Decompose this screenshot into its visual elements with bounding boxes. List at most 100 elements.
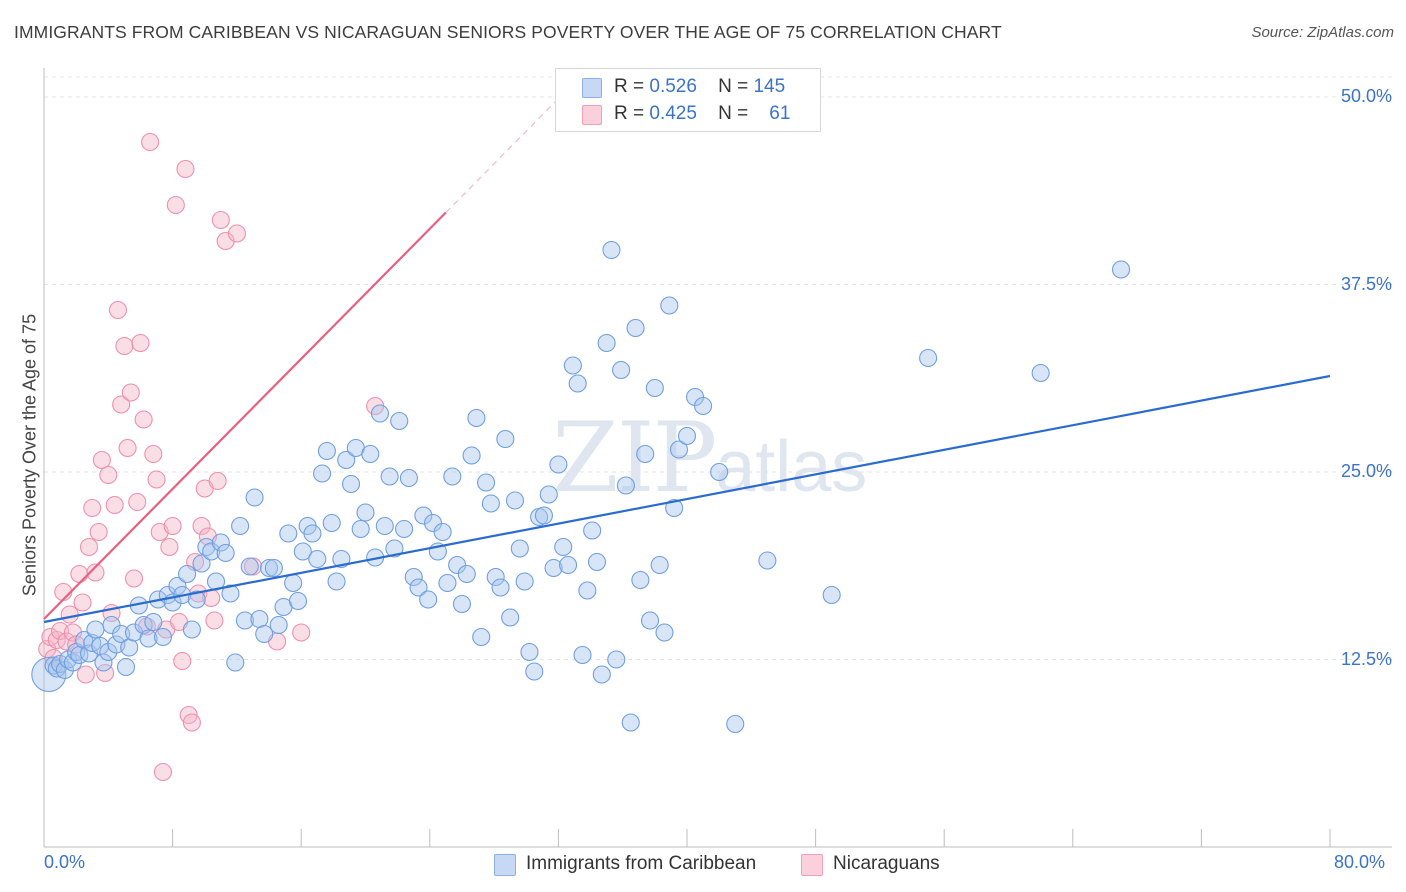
nicaraguan-point bbox=[176, 159, 195, 179]
nicaraguan-point bbox=[166, 195, 185, 215]
caribbean-points bbox=[31, 240, 1131, 734]
chart-title: IMMIGRANTS FROM CARIBBEAN VS NICARAGUAN … bbox=[14, 22, 1002, 42]
caribbean-point bbox=[168, 576, 187, 596]
caribbean-point bbox=[269, 615, 288, 635]
nicaraguan-point bbox=[105, 495, 124, 515]
nicaraguan-point bbox=[131, 333, 150, 353]
caribbean-point bbox=[288, 591, 308, 611]
caribbean-point bbox=[636, 444, 655, 464]
nicaraguan-point bbox=[86, 563, 105, 582]
caribbean-point bbox=[356, 503, 375, 522]
nicaraguan-point bbox=[227, 224, 246, 243]
nicaraguan-point bbox=[205, 611, 224, 630]
caribbean-point bbox=[370, 404, 390, 423]
axes bbox=[43, 68, 1392, 848]
caribbean-point bbox=[284, 573, 303, 593]
y-axis-label: Seniors Poverty Over the Age of 75 bbox=[19, 313, 40, 597]
nicaraguan-point bbox=[108, 300, 127, 320]
caribbean-point bbox=[250, 609, 269, 629]
caribbean-point bbox=[317, 441, 336, 461]
caribbean-point bbox=[313, 464, 332, 483]
caribbean-point bbox=[563, 356, 582, 375]
caribbean-point bbox=[568, 374, 587, 393]
caribbean-point bbox=[351, 519, 370, 539]
nicaraguan-point bbox=[192, 516, 211, 536]
caribbean-point bbox=[534, 506, 553, 525]
legend-r-label: R = bbox=[614, 76, 645, 97]
caribbean-point bbox=[120, 638, 139, 657]
caribbean-point bbox=[264, 558, 283, 578]
caribbean-point bbox=[178, 564, 197, 584]
caribbean-point bbox=[423, 513, 443, 533]
caribbean-point bbox=[612, 360, 631, 380]
caribbean-legend-icon bbox=[494, 854, 516, 876]
legend-r-label: R = bbox=[614, 103, 645, 124]
caribbean-point bbox=[438, 573, 457, 593]
x-tick-label-min: 0.0% bbox=[44, 852, 86, 872]
caribbean-point bbox=[520, 642, 539, 662]
caribbean-point bbox=[322, 513, 341, 533]
caribbean-point bbox=[192, 554, 211, 573]
y-tick-label: 12.5% bbox=[1340, 648, 1392, 669]
caribbean-point bbox=[496, 429, 515, 449]
caribbean-point bbox=[279, 524, 298, 543]
y-tick-label: 37.5% bbox=[1340, 273, 1392, 294]
caribbean-point bbox=[144, 612, 163, 632]
caribbean-point bbox=[404, 567, 423, 587]
y-tick-label: 25.0% bbox=[1340, 461, 1392, 481]
caribbean-point bbox=[380, 467, 399, 486]
nicaraguan-point bbox=[60, 605, 79, 624]
x-tick-label-max: 80.0% bbox=[1334, 852, 1386, 872]
caribbean-point bbox=[94, 653, 113, 672]
caribbean-point bbox=[375, 516, 394, 536]
caribbean-point bbox=[293, 542, 312, 561]
nicaraguan-point bbox=[73, 593, 92, 612]
caribbean-point bbox=[341, 474, 361, 494]
caribbean-point bbox=[221, 584, 240, 603]
nicaraguan-point bbox=[118, 438, 137, 458]
caribbean-point bbox=[597, 333, 616, 353]
caribbean-point bbox=[660, 296, 679, 315]
caribbean-point bbox=[303, 524, 322, 543]
caribbean-point bbox=[327, 572, 346, 591]
nicaraguan-point bbox=[89, 522, 108, 542]
caribbean-swatch-icon bbox=[582, 78, 602, 98]
caribbean-point bbox=[616, 476, 635, 495]
caribbean-point bbox=[116, 657, 136, 677]
caribbean-point bbox=[587, 552, 607, 572]
caribbean-point bbox=[626, 318, 645, 338]
caribbean-point bbox=[308, 549, 327, 569]
caribbean-point bbox=[758, 551, 777, 570]
nicaraguan-point bbox=[292, 623, 311, 642]
caribbean-point bbox=[399, 468, 418, 488]
caribbean-point bbox=[361, 444, 380, 464]
caribbean-point bbox=[510, 539, 529, 558]
caribbean-point bbox=[337, 450, 356, 470]
caribbean-point bbox=[211, 533, 230, 552]
caribbean-point bbox=[467, 408, 486, 428]
caribbean-point bbox=[259, 558, 279, 578]
caribbean-point bbox=[448, 555, 467, 575]
caribbean-point bbox=[665, 498, 684, 518]
legend-n-value: 61 bbox=[769, 103, 791, 124]
caribbean-point bbox=[226, 653, 245, 672]
nicaraguan-point bbox=[160, 537, 179, 557]
nicaraguan-point bbox=[134, 410, 153, 429]
caribbean-point bbox=[139, 629, 158, 648]
caribbean-point bbox=[578, 581, 597, 600]
legend-n-label: N = bbox=[718, 103, 749, 124]
caribbean-point bbox=[86, 620, 105, 639]
nicaraguan-legend-icon bbox=[801, 854, 823, 876]
caribbean-point bbox=[525, 662, 544, 681]
caribbean-trend-line bbox=[43, 374, 1331, 624]
caribbean-point bbox=[457, 564, 476, 584]
caribbean-point bbox=[472, 627, 491, 647]
caribbean-point bbox=[231, 516, 250, 536]
caribbean-point bbox=[822, 585, 841, 605]
caribbean-point bbox=[549, 455, 568, 474]
caribbean-point bbox=[452, 594, 472, 614]
caribbean-point bbox=[477, 473, 496, 492]
nicaraguan-point bbox=[208, 471, 227, 491]
zipatlas-watermark: ZIPatlas bbox=[552, 402, 868, 514]
